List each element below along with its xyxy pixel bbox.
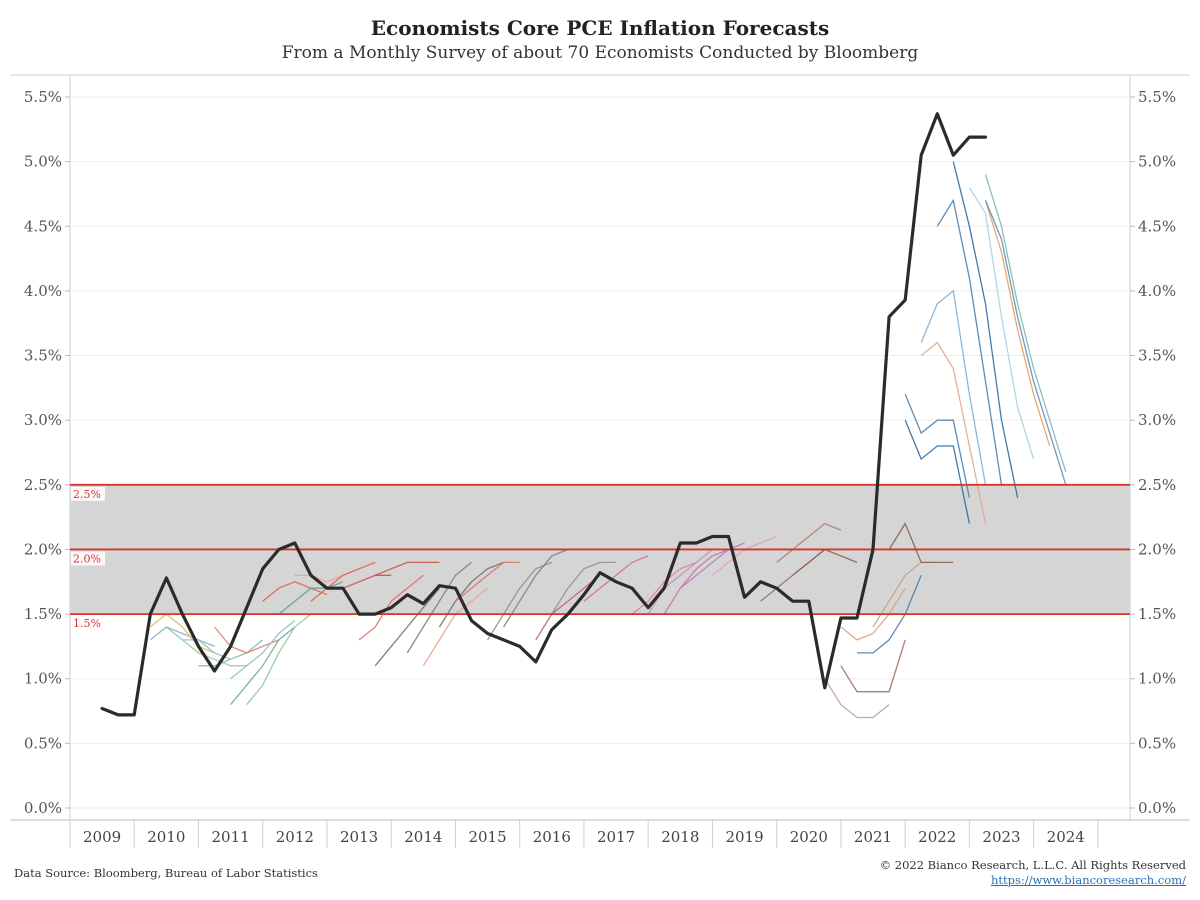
x-tick-label: 2024 — [1047, 828, 1085, 846]
forecast-line — [230, 620, 296, 680]
y-tick-label-left: 0.0% — [24, 799, 62, 817]
y-tick-label-right: 2.0% — [1138, 540, 1176, 558]
data-source-note: Data Source: Bloomberg, Bureau of Labor … — [14, 866, 318, 880]
x-tick-label: 2014 — [404, 828, 442, 846]
forecast-line — [920, 289, 987, 485]
forecast-line — [904, 419, 971, 524]
forecast-line — [374, 561, 440, 576]
y-tick-label-right: 5.0% — [1138, 153, 1176, 171]
forecast-line — [984, 200, 1067, 485]
x-tick-label: 2012 — [276, 828, 314, 846]
x-tick-label: 2019 — [725, 828, 763, 846]
x-tick-label: 2022 — [918, 828, 956, 846]
chart-subtitle: From a Monthly Survey of about 70 Econom… — [281, 43, 919, 63]
y-tick-label-left: 5.0% — [24, 153, 62, 171]
y-tick-label-right: 2.5% — [1138, 476, 1176, 494]
forecast-line — [246, 613, 312, 706]
y-tick-label-left: 4.0% — [24, 282, 62, 300]
forecast-line — [149, 626, 215, 648]
forecast-line — [952, 161, 1019, 498]
x-tick-label: 2020 — [790, 828, 828, 846]
forecast-line — [551, 561, 617, 615]
y-tick-label-left: 3.5% — [24, 347, 62, 365]
forecast-line — [455, 561, 520, 602]
forecast-line — [888, 522, 954, 564]
y-tick-label-left: 2.0% — [24, 540, 62, 558]
forecast-line — [149, 613, 215, 654]
forecast-line — [631, 561, 697, 615]
x-tick-label: 2017 — [597, 828, 635, 846]
y-tick-label-right: 3.0% — [1138, 411, 1176, 429]
x-tick-label: 2010 — [147, 828, 185, 846]
forecast-line — [824, 678, 890, 719]
forecast-line — [406, 561, 472, 654]
x-tick-label: 2021 — [854, 828, 892, 846]
y-tick-label-left: 5.5% — [24, 88, 62, 106]
y-tick-label-right: 0.5% — [1138, 734, 1176, 752]
forecast-line — [904, 394, 971, 498]
x-tick-label: 2013 — [340, 828, 378, 846]
y-tick-label-left: 4.5% — [24, 217, 62, 235]
forecast-line — [198, 639, 264, 667]
y-tick-label-right: 1.0% — [1138, 670, 1176, 688]
forecast-line — [840, 639, 906, 693]
website-link[interactable]: https://www.biancoresearch.com/ — [990, 873, 1186, 887]
forecast-line — [438, 561, 504, 628]
y-tick-label-left: 1.5% — [24, 605, 62, 623]
chart-title: Economists Core PCE Inflation Forecasts — [370, 16, 830, 40]
reference-line-label: 2.0% — [73, 552, 101, 565]
forecast-line — [165, 626, 231, 660]
forecast-line — [262, 581, 328, 602]
forecast-line — [968, 187, 1035, 460]
y-tick-label-right: 3.5% — [1138, 347, 1176, 365]
reference-line-label: 2.5% — [73, 488, 101, 501]
forecast-line — [535, 574, 601, 641]
x-tick-label: 2023 — [982, 828, 1020, 846]
x-tick-label: 2016 — [533, 828, 571, 846]
y-tick-label-left: 3.0% — [24, 411, 62, 429]
y-tick-label-right: 5.5% — [1138, 88, 1176, 106]
forecast-line — [984, 200, 1051, 447]
reference-label-bg — [71, 486, 105, 501]
forecast-line — [310, 561, 376, 602]
forecast-line — [487, 561, 553, 641]
reference-line-label: 1.5% — [73, 617, 101, 630]
y-tick-label-right: 4.0% — [1138, 282, 1176, 300]
forecast-line — [920, 341, 987, 524]
forecast-line — [181, 639, 247, 667]
copyright-note: © 2022 Bianco Research, L.L.C. All Right… — [879, 858, 1186, 872]
forecast-line — [230, 626, 296, 706]
y-tick-label-left: 1.0% — [24, 670, 62, 688]
forecast-line — [936, 198, 1003, 485]
x-tick-label: 2009 — [83, 828, 121, 846]
forecast-line — [984, 174, 1067, 473]
reference-label-bg — [71, 616, 105, 631]
y-tick-label-left: 2.5% — [24, 476, 62, 494]
forecast-line — [776, 522, 842, 563]
y-tick-label-right: 0.0% — [1138, 799, 1176, 817]
y-tick-label-right: 1.5% — [1138, 605, 1176, 623]
reference-label-bg — [71, 551, 105, 566]
actual-core-pce-line — [100, 112, 988, 717]
forecast-line — [679, 542, 745, 589]
x-tick-label: 2018 — [661, 828, 699, 846]
forecast-line — [213, 626, 280, 654]
forecast-line — [503, 548, 569, 628]
x-tick-label: 2015 — [468, 828, 506, 846]
forecast-line — [663, 548, 729, 615]
forecast-line — [278, 581, 344, 615]
forecast-line — [583, 555, 649, 602]
x-tick-label: 2011 — [212, 828, 250, 846]
forecast-line — [358, 574, 424, 641]
y-tick-label-left: 0.5% — [24, 734, 62, 752]
forecast-line — [840, 587, 906, 641]
forecast-line — [857, 575, 922, 654]
y-tick-label-right: 4.5% — [1138, 217, 1176, 235]
forecast-line — [374, 587, 440, 667]
